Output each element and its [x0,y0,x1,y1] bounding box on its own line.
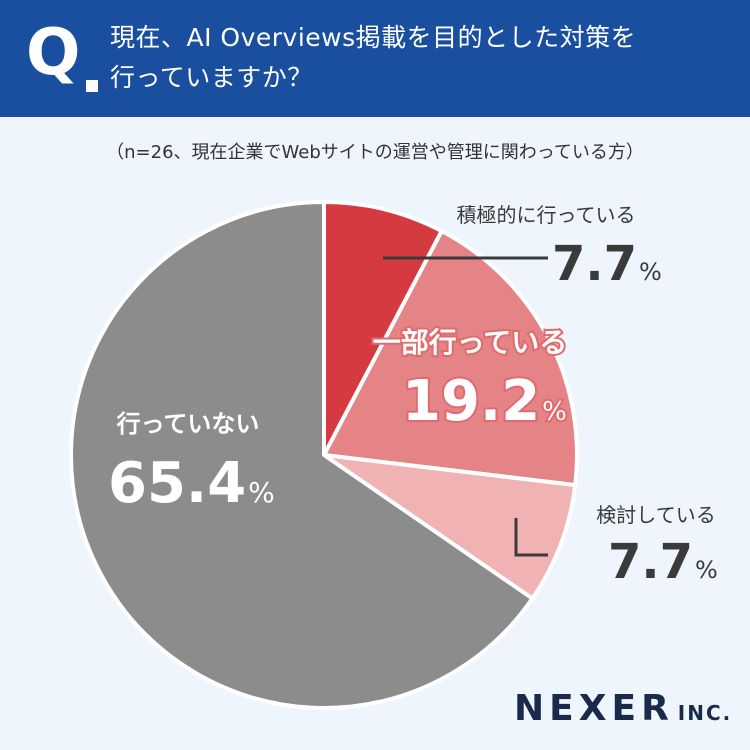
slice-active [322,200,444,457]
value-active: 7.7% [552,236,662,292]
sample-note: （n=26、現在企業でWebサイトの運営や管理に関わっている方） [106,142,644,163]
label-active: 積極的に行っている [457,203,636,227]
slice-considering [322,453,578,601]
value-partial-number: 19.2 [402,369,540,434]
slice-not-doing [69,200,535,710]
value-considering: 7.7% [608,534,718,590]
label-considering: 検討している [596,503,715,527]
logo-suffix: INC. [677,701,733,725]
value-partial: 19.2% [402,369,567,434]
q-dot [86,80,98,92]
label-partial: 一部行っている [373,326,568,359]
nexer-logo: NEXER INC. [514,688,732,729]
pie-slices [69,200,579,710]
value-not-doing-number: 65.4 [108,451,246,516]
question-line-1: 現在、AI Overviews掲載を目的とした対策を [110,23,637,52]
label-not-doing: 行っていない [116,410,260,438]
slice-partial [322,229,579,488]
leader-line-considering [514,518,548,557]
value-not-doing-unit: % [248,476,275,509]
question-header: Q 現在、AI Overviews掲載を目的とした対策を 行っていますか？ [0,0,750,117]
value-active-number: 7.7 [552,236,637,292]
logo-name: NEXER [514,688,674,729]
value-considering-unit: % [695,556,718,584]
value-not-doing: 65.4% [108,451,275,516]
value-considering-number: 7.7 [608,534,693,590]
value-partial-unit: % [542,397,567,427]
question-line-2: 行っていますか？ [110,63,313,92]
q-mark: Q [26,16,81,90]
value-active-unit: % [639,258,662,286]
